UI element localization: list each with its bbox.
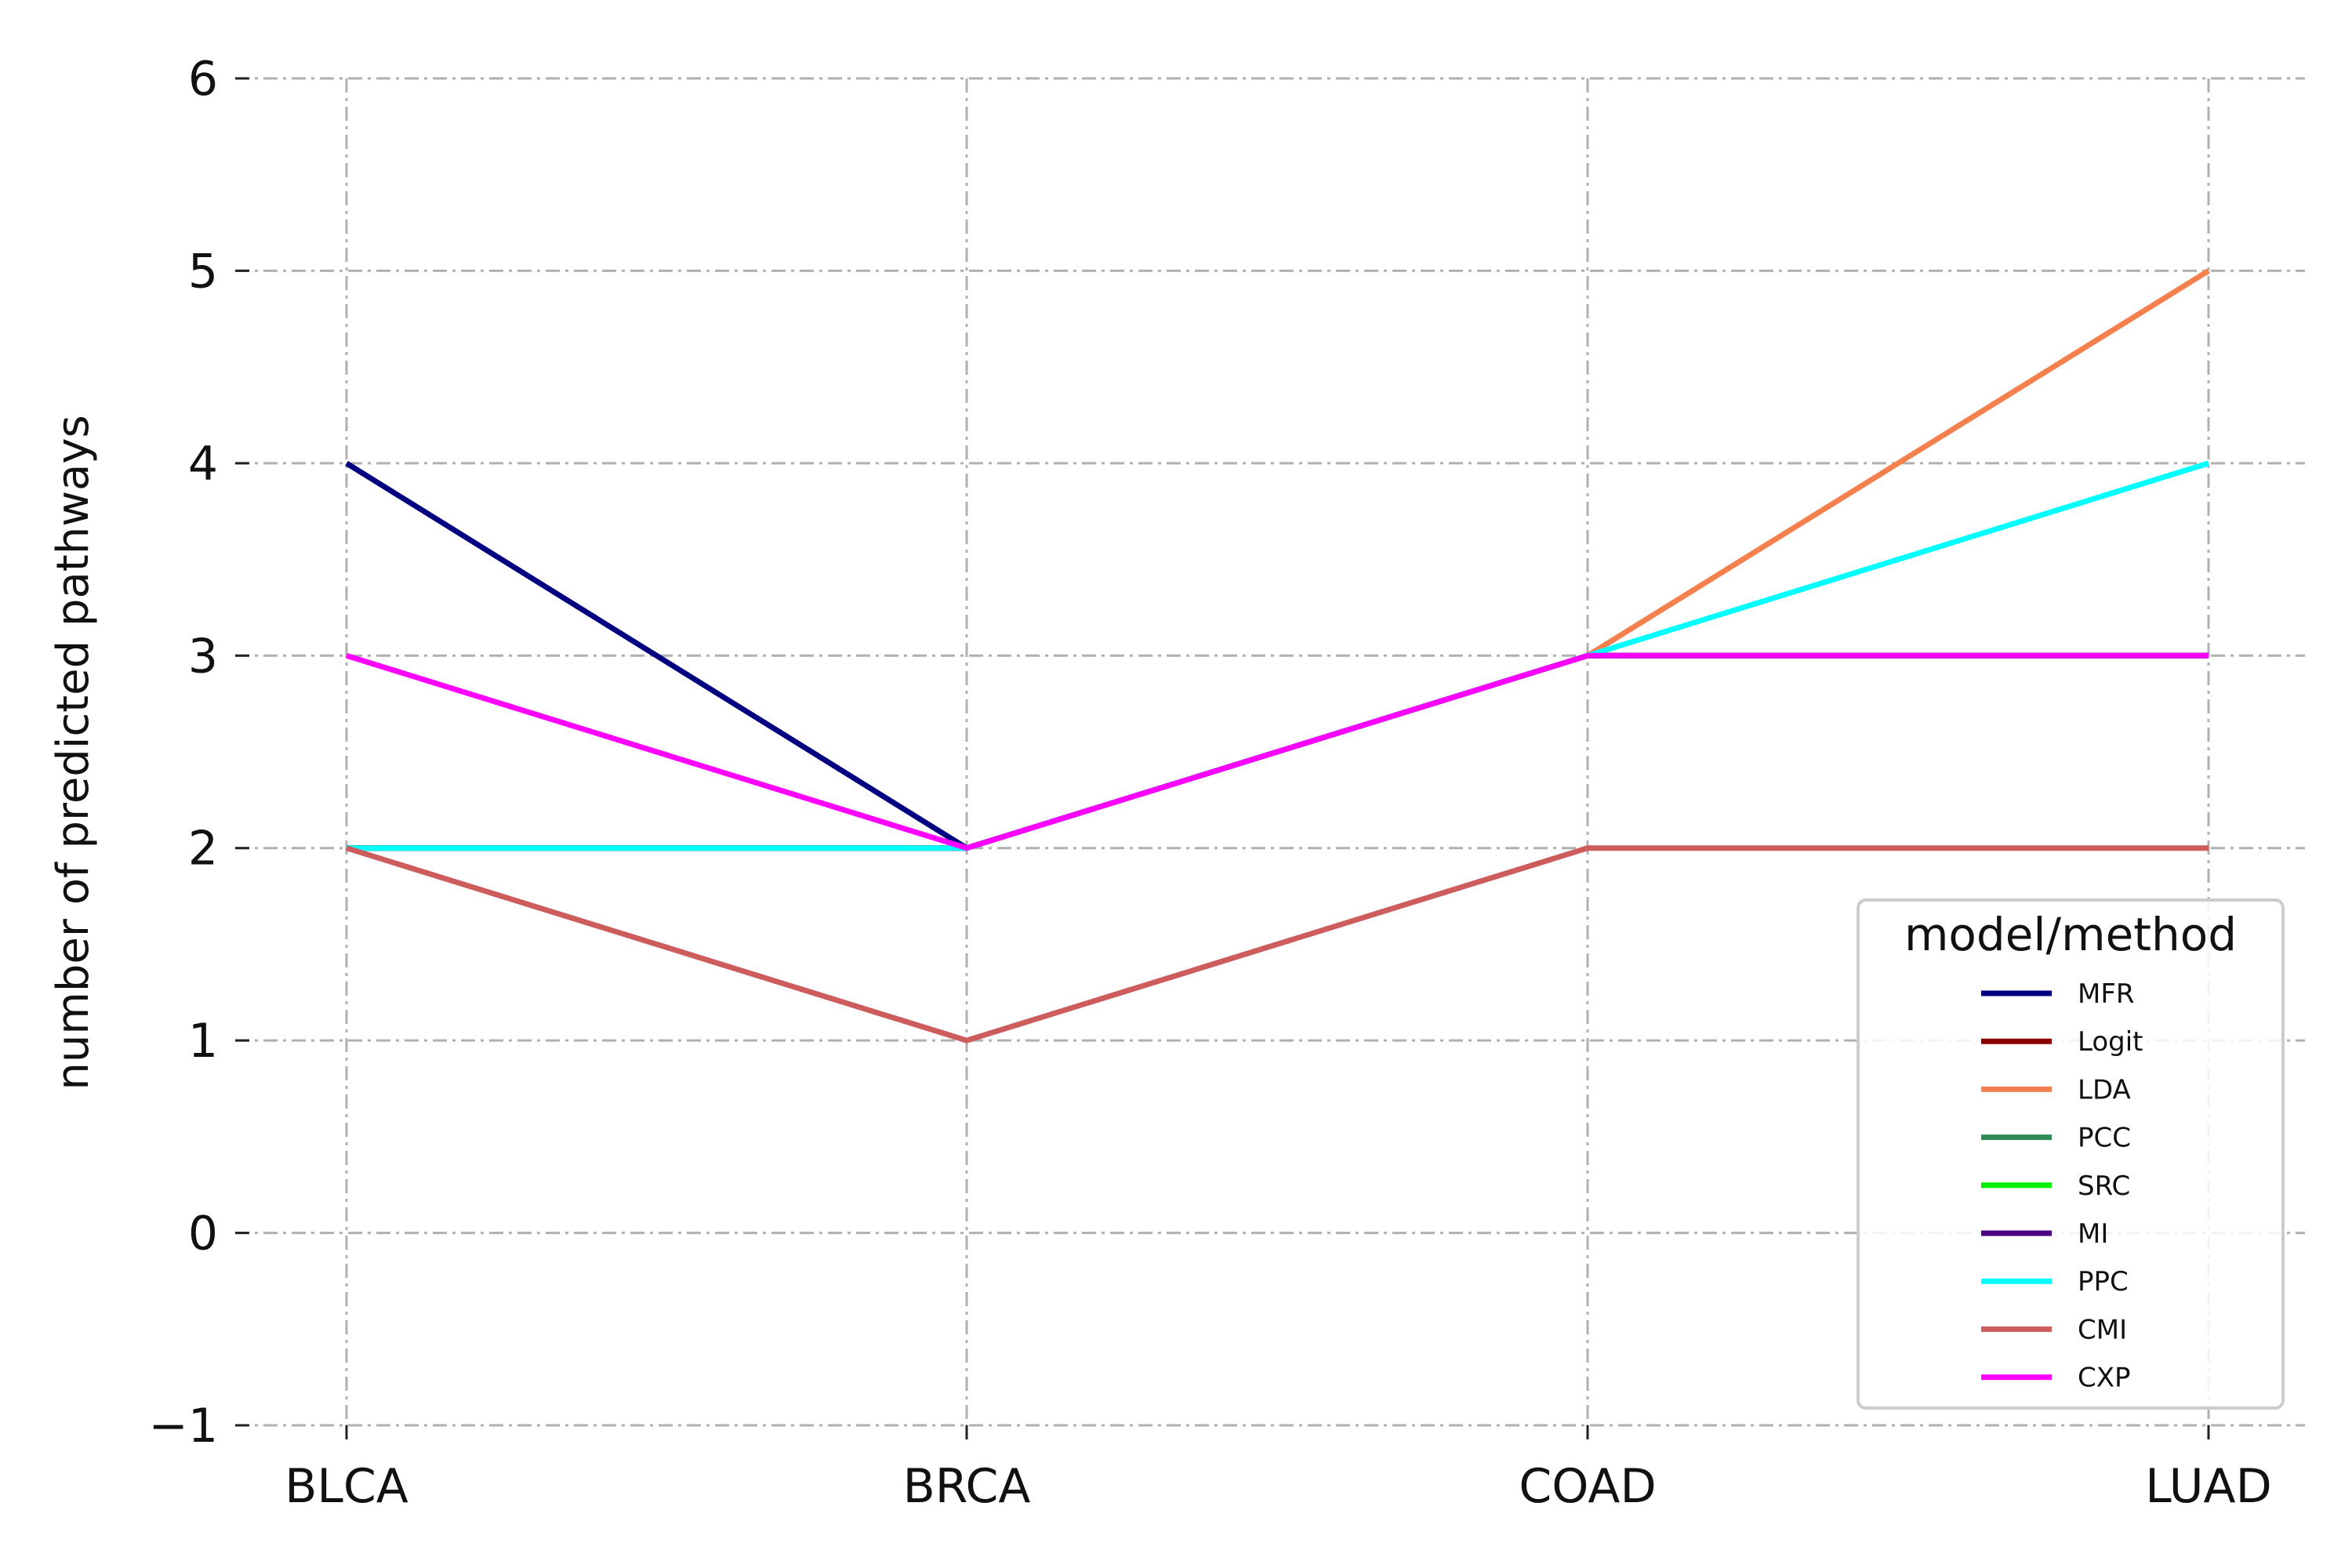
- legend-label: MFR: [2078, 978, 2135, 1010]
- y-tick-label: 0: [188, 1207, 218, 1261]
- legend-label: CMI: [2078, 1314, 2127, 1345]
- legend-box: [1857, 898, 2285, 1410]
- legend-label: Logit: [2078, 1026, 2143, 1058]
- axes: −1 0 1 2 3 4 5 6 BLCA BRCA COAD LUAD: [149, 52, 2272, 1514]
- y-tick-label: −1: [149, 1399, 218, 1454]
- x-tick-label: BRCA: [903, 1459, 1031, 1514]
- legend-label: CXP: [2078, 1363, 2131, 1394]
- series: [345, 268, 2210, 1044]
- legend: model/method MFR Logit LDA PCC SRC MI PPC CMI CXP: [1857, 898, 2285, 1410]
- y-tick-label: 3: [188, 629, 218, 684]
- y-tick-label: 6: [188, 52, 218, 107]
- x-tick-label: COAD: [1519, 1459, 1656, 1514]
- y-axis-label: number of predicted pathways: [48, 415, 99, 1090]
- legend-label: SRC: [2078, 1171, 2130, 1202]
- legend-title: model/method: [1904, 908, 2237, 961]
- legend-label: MI: [2078, 1218, 2108, 1250]
- x-tick-label: LUAD: [2145, 1459, 2272, 1514]
- legend-label: PCC: [2078, 1123, 2131, 1154]
- series-line-lda: [347, 268, 2210, 851]
- y-tick-label: 4: [188, 437, 218, 492]
- legend-label: LDA: [2078, 1074, 2131, 1105]
- y-tick-label: 1: [188, 1014, 218, 1069]
- legend-label: PPC: [2078, 1266, 2129, 1298]
- series-line-cxp: [345, 652, 2209, 851]
- y-tick-label: 5: [188, 244, 218, 299]
- y-tick-label: 2: [188, 822, 218, 877]
- series-line-cmi: [345, 845, 2209, 1044]
- x-tick-label: BLCA: [285, 1459, 408, 1514]
